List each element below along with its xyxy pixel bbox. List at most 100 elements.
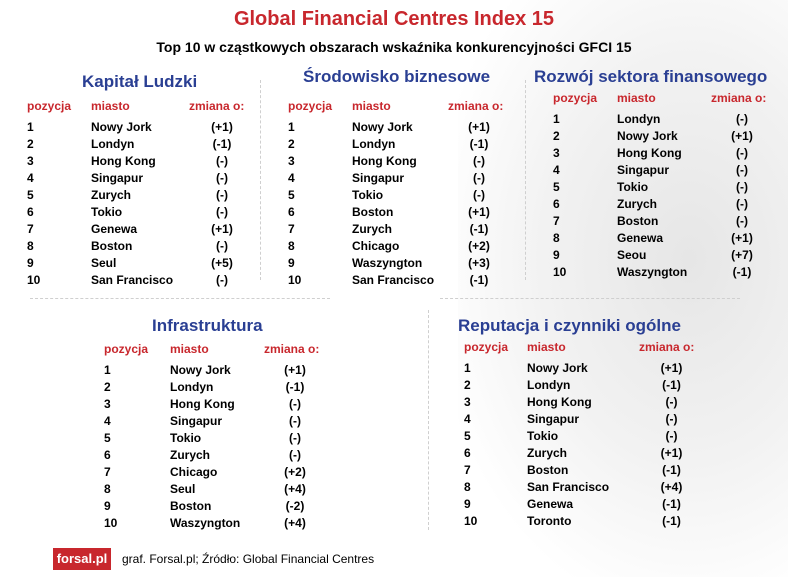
rank-cell: 4 <box>27 170 34 185</box>
column-header-change: zmiana o: <box>189 99 245 113</box>
change-cell: (-) <box>665 394 678 409</box>
city-cell: San Francisco <box>91 272 174 287</box>
rank-cell: 3 <box>27 153 34 168</box>
rank-cell: 2 <box>553 128 560 143</box>
rank-cell: 4 <box>104 413 111 428</box>
change-cell: (-1) <box>212 136 232 151</box>
table-row: 2 Londyn (-1) <box>288 135 510 152</box>
change-cell: (+1) <box>211 221 233 236</box>
rank-cell: 7 <box>27 221 34 236</box>
page-title: Global Financial Centres Index 15 <box>233 8 555 30</box>
table-row: 9 Boston (-2) <box>104 497 326 514</box>
rank-cell: 9 <box>553 247 560 262</box>
table-row: 5 Tokio (-) <box>288 186 510 203</box>
change-cell: (-) <box>473 187 485 202</box>
city-cell: San Francisco <box>352 272 435 287</box>
city-cell: Boston <box>91 238 133 253</box>
rank-cell: 2 <box>27 136 34 151</box>
rank-cell: 8 <box>553 230 560 245</box>
table-row: 2 Londyn (-1) <box>27 135 255 152</box>
column-header-city: miasto <box>617 91 656 105</box>
city-cell: Londyn <box>352 136 396 151</box>
city-cell: Tokio <box>527 428 559 443</box>
change-cell: (-) <box>736 145 748 160</box>
ranking-table-financial-sector: pozycja miasto zmiana o: 1 Londyn (-) 2 Nowy Jo… <box>553 89 773 280</box>
table-row: 3 Hong Kong (-) <box>27 152 255 169</box>
change-cell: (-) <box>289 396 301 411</box>
city-cell: Singapur <box>91 170 144 185</box>
city-cell: Hong Kong <box>617 145 682 160</box>
rank-cell: 6 <box>27 204 34 219</box>
page-subtitle: Top 10 w cząstkowych obszarach wskaźnika… <box>156 39 632 55</box>
table-row: 5 Zurych (-) <box>27 186 255 203</box>
rank-cell: 2 <box>104 379 111 394</box>
table-row: 6 Zurych (-) <box>104 446 326 463</box>
change-cell: (+1) <box>660 360 683 375</box>
table-row: 10 San Francisco (-1) <box>288 271 510 288</box>
table-header-row: pozycja miasto zmiana o: <box>464 338 704 359</box>
table-row: 4 Singapur (-) <box>288 169 510 186</box>
city-cell: Seul <box>170 481 196 496</box>
change-cell: (-1) <box>469 136 489 151</box>
rank-cell: 1 <box>464 360 471 375</box>
change-cell: (+1) <box>731 230 753 245</box>
rank-cell: 9 <box>27 255 34 270</box>
table-row: 8 San Francisco (+4) <box>464 478 704 495</box>
change-cell: (-) <box>665 411 678 426</box>
rank-cell: 6 <box>104 447 111 462</box>
table-row: 7 Boston (-) <box>553 212 773 229</box>
column-divider <box>428 310 429 530</box>
change-cell: (-1) <box>469 272 489 287</box>
rank-cell: 7 <box>464 462 471 477</box>
change-cell: (-) <box>216 272 228 287</box>
change-cell: (-1) <box>469 221 489 236</box>
rank-cell: 5 <box>553 179 560 194</box>
table-row: 2 Londyn (-1) <box>464 376 704 393</box>
table-row: 8 Boston (-) <box>27 237 255 254</box>
table-row: 10 San Francisco (-) <box>27 271 255 288</box>
column-header-change: zmiana o: <box>711 91 767 105</box>
city-cell: Waszyngton <box>170 515 241 530</box>
table-row: 1 Nowy Jork (+1) <box>288 118 510 135</box>
table-row: 1 Nowy Jork (+1) <box>27 118 255 135</box>
change-cell: (+1) <box>468 204 490 219</box>
table-row: 10 Waszyngton (-1) <box>553 263 773 280</box>
city-cell: Zurych <box>170 447 211 462</box>
change-cell: (-) <box>216 170 228 185</box>
change-cell: (-) <box>736 196 748 211</box>
table-row: 10 Waszyngton (+4) <box>104 514 326 531</box>
change-cell: (+7) <box>731 247 753 262</box>
change-cell: (-) <box>736 179 748 194</box>
table-row: 9 Seul (+5) <box>27 254 255 271</box>
table-header-row: pozycja miasto zmiana o: <box>27 97 255 118</box>
table-row: 3 Hong Kong (-) <box>464 393 704 410</box>
city-cell: Londyn <box>170 379 214 394</box>
city-cell: Singapur <box>170 413 223 428</box>
table-row: 6 Zurych (-) <box>553 195 773 212</box>
column-header-city: miasto <box>352 99 391 113</box>
rank-cell: 10 <box>27 272 41 287</box>
section-title-financial-sector: Rozwój sektora finansowego <box>534 67 768 86</box>
table-row: 2 Nowy Jork (+1) <box>553 127 773 144</box>
column-header-change: zmiana o: <box>448 99 504 113</box>
city-cell: Tokio <box>91 204 123 219</box>
change-cell: (+1) <box>468 119 490 134</box>
rank-cell: 9 <box>104 498 111 513</box>
ranking-table-reputation: pozycja miasto zmiana o: 1 Nowy Jork (+1) 2 Lon… <box>464 338 704 529</box>
change-cell: (+5) <box>211 255 233 270</box>
city-cell: Boston <box>170 498 212 513</box>
city-cell: Londyn <box>527 377 571 392</box>
rank-cell: 9 <box>288 255 295 270</box>
change-cell: (+1) <box>660 445 683 460</box>
rank-cell: 1 <box>104 362 111 377</box>
city-cell: Singapur <box>527 411 580 426</box>
change-cell: (-) <box>665 428 678 443</box>
rank-cell: 8 <box>288 238 295 253</box>
change-cell: (-) <box>289 447 301 462</box>
city-cell: Nowy Jork <box>527 360 588 375</box>
column-header-change: zmiana o: <box>264 342 320 356</box>
rank-cell: 1 <box>27 119 34 134</box>
table-row: 8 Chicago (+2) <box>288 237 510 254</box>
change-cell: (-2) <box>285 498 305 513</box>
change-cell: (-) <box>736 111 748 126</box>
